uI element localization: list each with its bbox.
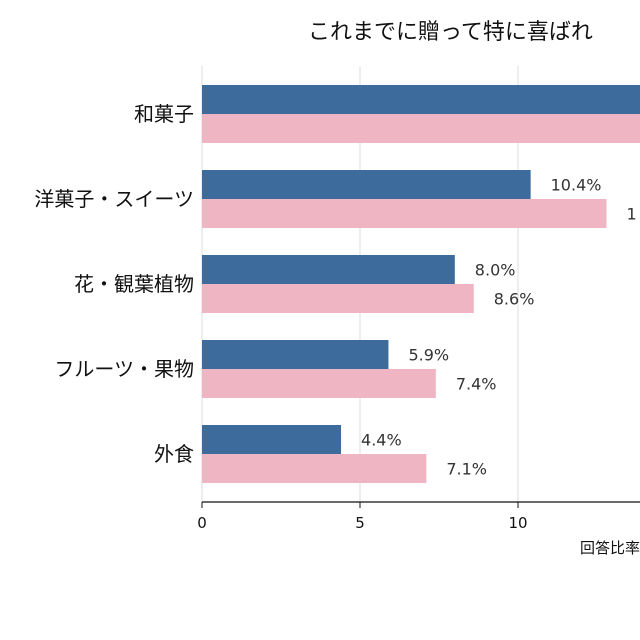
data-label-1-3: 5.9% — [408, 346, 449, 365]
category-label-2: 花・観葉植物 — [74, 272, 194, 296]
bar-1-1 — [202, 170, 531, 199]
bar-2-1 — [202, 199, 607, 228]
data-label-2-1: 1 — [626, 205, 636, 224]
category-label-4: 外食 — [154, 442, 194, 466]
data-label-2-2: 8.6% — [494, 290, 535, 309]
category-label-1: 洋菓子・スイーツ — [34, 187, 194, 211]
data-label-2-3: 7.4% — [456, 375, 497, 394]
bar-2-3 — [202, 369, 436, 398]
x-axis-title: 回答比率 — [580, 539, 640, 557]
data-label-2-4: 7.1% — [446, 460, 487, 479]
category-label-3: フルーツ・果物 — [54, 357, 194, 381]
bar-1-2 — [202, 255, 455, 284]
chart-title: これまでに贈って特に喜ばれ — [308, 20, 593, 45]
data-label-1-2: 8.0% — [475, 261, 516, 280]
x-tick-label-5: 5 — [355, 514, 365, 532]
x-tick-label-0: 0 — [197, 514, 207, 532]
bar-2-0 — [202, 114, 640, 143]
bar-2-2 — [202, 284, 474, 313]
bar-1-0 — [202, 85, 640, 114]
bar-1-3 — [202, 340, 389, 369]
data-label-1-4: 4.4% — [361, 431, 402, 450]
bar-2-4 — [202, 454, 427, 483]
category-label-0: 和菓子 — [134, 102, 194, 126]
data-label-1-1: 10.4% — [551, 176, 602, 195]
x-tick-label-10: 10 — [508, 514, 527, 532]
bar-1-4 — [202, 425, 342, 454]
